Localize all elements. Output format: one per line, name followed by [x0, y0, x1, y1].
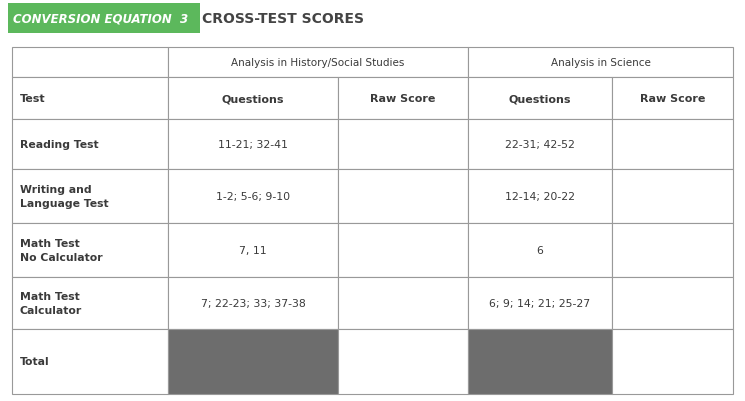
Bar [468, 120, 612, 170]
Text: 22-31; 42-52: 22-31; 42-52 [505, 140, 575, 150]
Bar [612, 277, 733, 329]
Bar [612, 329, 733, 394]
Text: 7; 22-23; 33; 37-38: 7; 22-23; 33; 37-38 [200, 298, 305, 308]
Bar [12, 48, 168, 78]
Bar [8, 4, 200, 34]
Bar [168, 223, 338, 277]
Text: Questions: Questions [222, 94, 285, 104]
Text: Raw Score: Raw Score [370, 94, 436, 104]
Text: 6; 9; 14; 21; 25-27: 6; 9; 14; 21; 25-27 [489, 298, 591, 308]
Bar [12, 329, 168, 394]
Text: 7, 11: 7, 11 [239, 245, 267, 255]
Text: Writing and
Language Test: Writing and Language Test [20, 185, 109, 208]
Bar [0, 0, 745, 38]
Bar [338, 223, 468, 277]
Bar [12, 78, 168, 120]
Bar [12, 120, 168, 170]
Text: Test: Test [20, 94, 45, 104]
Bar [338, 78, 468, 120]
Bar [468, 78, 612, 120]
Bar [168, 78, 338, 120]
Text: CONVERSION EQUATION  3: CONVERSION EQUATION 3 [13, 12, 188, 25]
Bar [168, 277, 338, 329]
Text: Math Test
No Calculator: Math Test No Calculator [20, 239, 103, 262]
Text: 12-14; 20-22: 12-14; 20-22 [505, 192, 575, 201]
Text: Questions: Questions [509, 94, 571, 104]
Text: 1-2; 5-6; 9-10: 1-2; 5-6; 9-10 [216, 192, 290, 201]
Bar [168, 48, 468, 78]
Bar [12, 223, 168, 277]
Bar [168, 170, 338, 223]
Bar [338, 329, 468, 394]
Bar [468, 329, 612, 394]
Bar [468, 277, 612, 329]
Bar [468, 223, 612, 277]
Bar [12, 170, 168, 223]
Bar [338, 277, 468, 329]
Text: 11-21; 32-41: 11-21; 32-41 [218, 140, 288, 150]
Bar [338, 120, 468, 170]
Text: 6: 6 [536, 245, 543, 255]
Bar [168, 329, 338, 394]
Text: CROSS-TEST SCORES: CROSS-TEST SCORES [202, 12, 364, 26]
Bar [468, 170, 612, 223]
Bar [168, 120, 338, 170]
Text: Analysis in History/Social Studies: Analysis in History/Social Studies [231, 58, 405, 68]
Text: Analysis in Science: Analysis in Science [551, 58, 650, 68]
Bar [612, 170, 733, 223]
Bar [612, 78, 733, 120]
Text: Raw Score: Raw Score [640, 94, 706, 104]
Bar [468, 48, 733, 78]
Text: Total: Total [20, 356, 50, 367]
Bar [612, 120, 733, 170]
Text: Math Test
Calculator: Math Test Calculator [20, 292, 82, 315]
Bar [338, 170, 468, 223]
Text: Reading Test: Reading Test [20, 140, 98, 150]
Bar [12, 277, 168, 329]
Bar [612, 223, 733, 277]
